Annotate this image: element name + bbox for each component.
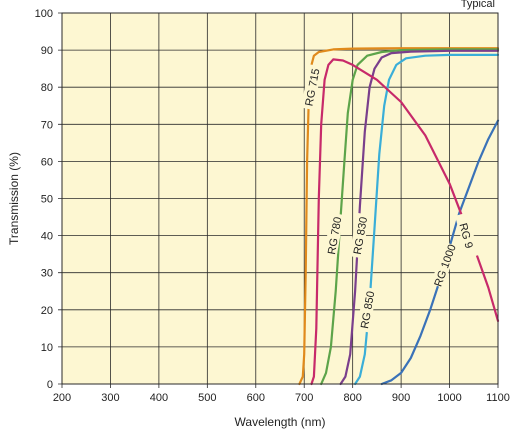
- x-tick-labels: 200 300 400 500 600 700 800 900 1000 1100: [53, 392, 510, 404]
- series-line-rg-780: [320, 48, 500, 386]
- series-line-rg-9: [310, 58, 500, 386]
- x-tick-label: 800: [343, 392, 361, 404]
- y-tick-labels: 0 10 20 30 40 50 60 70 80 90 100: [35, 8, 53, 391]
- x-tick-label: 1000: [437, 392, 461, 404]
- y-tick-label: 40: [41, 231, 53, 243]
- plot-frame: [61, 12, 499, 385]
- series-label-backing-rg-1000: [430, 242, 458, 289]
- series-line-rg-830: [339, 49, 500, 386]
- y-tick-label: 30: [41, 268, 53, 280]
- x-tick-label: 200: [53, 392, 71, 404]
- typical-annotation: Typical: [461, 0, 495, 10]
- series-curves: [298, 47, 500, 386]
- x-tick-label: 300: [101, 392, 119, 404]
- y-tick-label: 80: [41, 82, 53, 94]
- y-tick-label: 70: [41, 119, 53, 131]
- y-tick-label: 50: [41, 194, 53, 206]
- series-line-rg-850: [354, 53, 500, 386]
- y-tick-label: 90: [41, 45, 53, 57]
- x-tick-label: 600: [247, 392, 265, 404]
- y-tick-label: 100: [35, 8, 53, 20]
- x-tick-label: 500: [198, 392, 216, 404]
- x-tick-label: 400: [150, 392, 168, 404]
- x-tick-label: 700: [295, 392, 313, 404]
- y-tick-label: 60: [41, 156, 53, 168]
- series-line-rg-715: [298, 47, 500, 386]
- x-axis-title: Wavelength (nm): [235, 415, 326, 429]
- y-axis-title: Transmission (%): [7, 152, 21, 245]
- y-tick-label: 20: [41, 305, 53, 317]
- x-tick-label: 900: [392, 392, 410, 404]
- series-label-backing-rg-850: [356, 286, 377, 333]
- series-label-backing-rg-715: [300, 64, 323, 110]
- y-tick-label: 0: [47, 379, 53, 391]
- series-label-backing-rg-9: [455, 212, 479, 259]
- series-label-backing-rg-830: [349, 212, 370, 259]
- series-label-backing-rg-780: [323, 212, 344, 259]
- x-tick-label: 1100: [486, 392, 510, 404]
- y-tick-label: 10: [41, 342, 53, 354]
